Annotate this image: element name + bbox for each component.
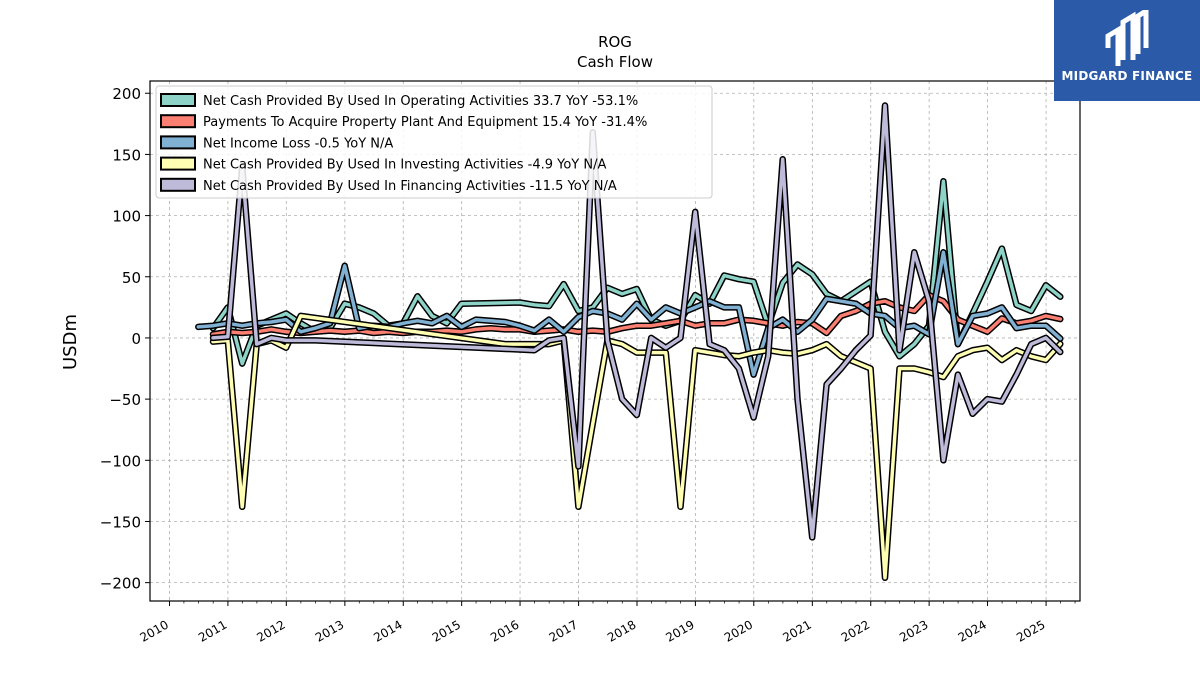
series-line-4 xyxy=(211,103,1063,540)
x-tick-label: 2017 xyxy=(547,617,580,644)
legend-swatch-3 xyxy=(160,156,196,171)
x-tick-label: 2019 xyxy=(663,617,696,644)
y-tick-label: −150 xyxy=(100,513,141,531)
chart-title: ROG xyxy=(598,33,632,51)
series-lines xyxy=(195,102,1064,582)
y-tick-label: −200 xyxy=(100,575,141,593)
x-tick-label: 2022 xyxy=(839,617,872,644)
plot-frame xyxy=(149,80,1081,602)
y-tick-label: −100 xyxy=(100,452,141,470)
x-axis: 2010 2011 2012 2013 2014 2015 2016 2017 2018 2019… xyxy=(138,601,1076,645)
x-tick-label: 2010 xyxy=(138,617,171,644)
series-line-2 xyxy=(196,250,1063,377)
legend-label-3: Net Cash Provided By Used In Investing A… xyxy=(203,158,606,173)
legend-swatch-2 xyxy=(160,135,196,150)
x-tick-label: 2021 xyxy=(780,617,813,644)
legend-swatch-1 xyxy=(160,114,196,129)
y-axis: 200 150 100 50 0 −50 −100 −150 −200 xyxy=(100,85,150,593)
x-tick-label: 2014 xyxy=(371,617,404,644)
x-tick-label: 2011 xyxy=(196,617,229,644)
x-tick-label: 2024 xyxy=(956,617,989,644)
legend-label-1: Payments To Acquire Property Plant And E… xyxy=(203,115,647,130)
y-tick-label: 200 xyxy=(112,85,141,103)
brand-logo: MIDGARD FINANCE xyxy=(1054,0,1200,101)
y-tick-label: 50 xyxy=(122,269,141,287)
x-tick-label: 2015 xyxy=(430,617,463,644)
x-tick-label: 2025 xyxy=(1014,617,1047,644)
y-tick-label: 0 xyxy=(131,330,141,348)
chart-subtitle: Cash Flow xyxy=(577,53,653,71)
y-tick-label: −50 xyxy=(109,391,141,409)
legend-box xyxy=(155,85,713,199)
x-tick-label: 2020 xyxy=(722,617,755,644)
x-tick-label: 2018 xyxy=(605,617,638,644)
legend: Net Cash Provided By Used In Operating A… xyxy=(155,85,713,199)
brand-name: MIDGARD FINANCE xyxy=(1061,69,1193,83)
series-line-3 xyxy=(211,314,1063,580)
legend-swatch-0 xyxy=(160,93,196,107)
x-tick-label: 2023 xyxy=(897,617,930,644)
legend-swatch-4 xyxy=(160,177,196,192)
y-tick-label: 150 xyxy=(112,146,141,164)
x-tick-label: 2013 xyxy=(313,617,346,644)
x-tick-label: 2016 xyxy=(488,617,521,644)
x-tick-label: 2012 xyxy=(254,617,287,644)
series-line-1 xyxy=(211,293,1063,337)
logo-mark-icon xyxy=(1105,10,1149,66)
legend-label-2: Net Income Loss -0.5 YoY N/A xyxy=(203,136,393,151)
y-tick-label: 100 xyxy=(112,208,141,226)
legend-label-0: Net Cash Provided By Used In Operating A… xyxy=(203,94,638,109)
legend-label-4: Net Cash Provided By Used In Financing A… xyxy=(203,179,617,194)
y-axis-label: USDm xyxy=(60,314,81,370)
